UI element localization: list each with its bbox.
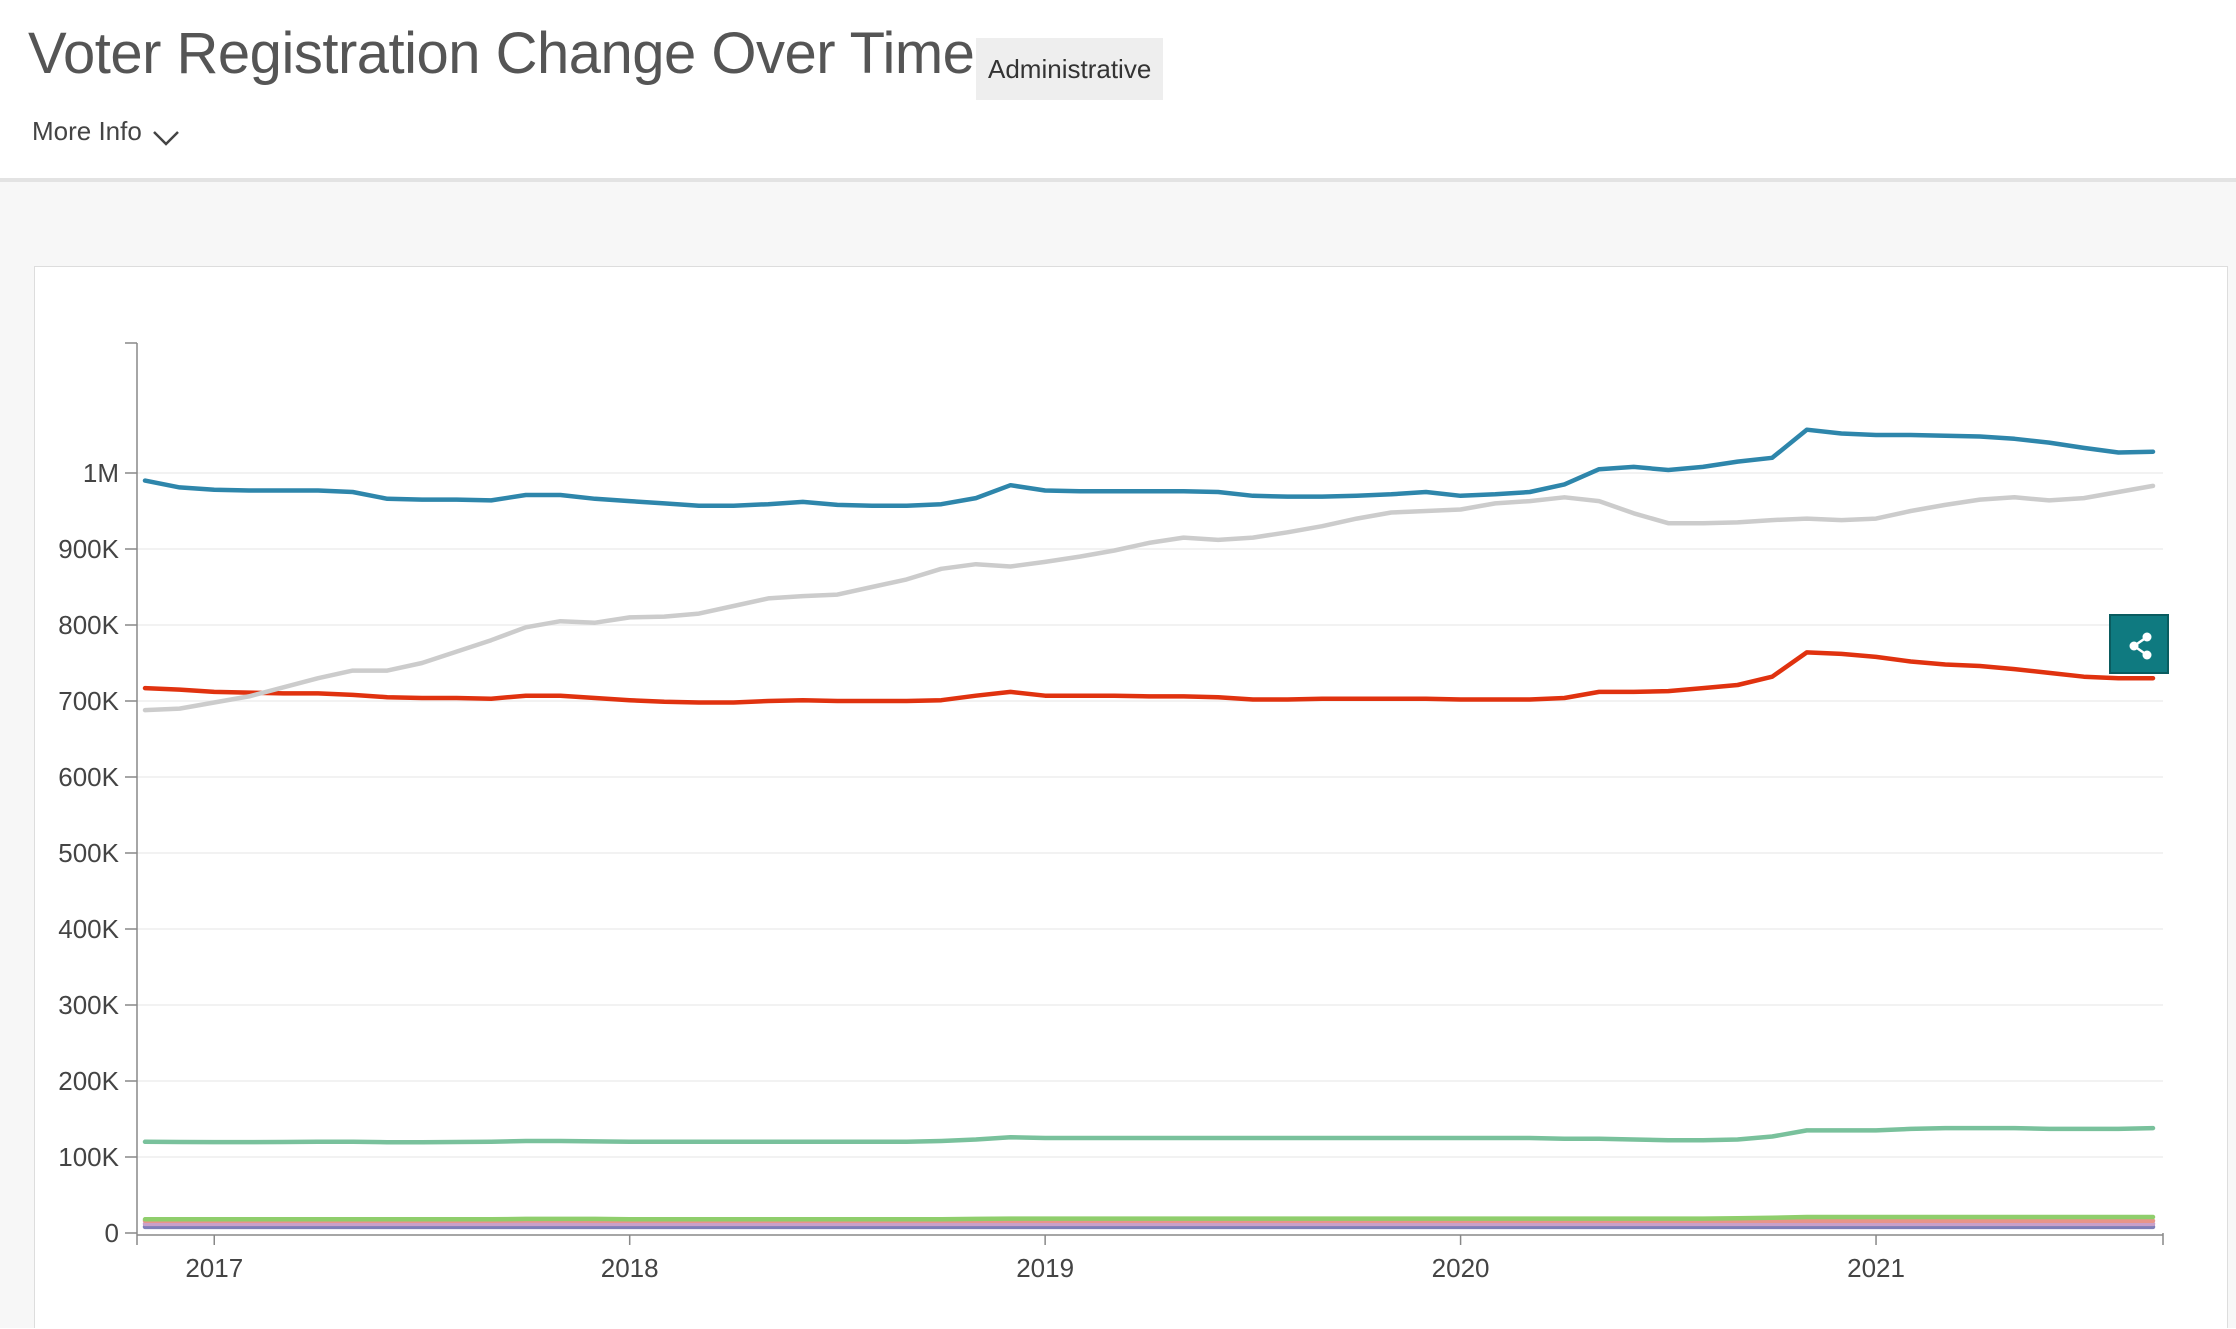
series-line-3: [145, 652, 2153, 702]
y-tick-label: 0: [105, 1218, 119, 1248]
chart-card: 0 100K 200K 300K 400K 500K 600K 700K 800K 900K 1M 2…: [34, 266, 2228, 1328]
series-line-1: [145, 430, 2153, 506]
chart-area: 0 100K 200K 300K 400K 500K 600K 700K 800K 900K 1M 2…: [0, 182, 2236, 1328]
y-tick-label: 300K: [58, 990, 119, 1020]
y-tick-label: 400K: [58, 914, 119, 944]
line-chart: 0 100K 200K 300K 400K 500K 600K 700K 800K 900K 1M 2…: [35, 267, 2227, 1329]
y-tick-label: 600K: [58, 762, 119, 792]
page-title: Voter Registration Change Over Time: [28, 20, 974, 87]
x-tick-label: 2019: [1016, 1253, 1074, 1283]
y-tick-label: 700K: [58, 686, 119, 716]
y-tick-label: 500K: [58, 838, 119, 868]
share-icon: [2125, 630, 2157, 662]
x-tick-label: 2020: [1432, 1253, 1490, 1283]
x-tick-label: 2021: [1847, 1253, 1905, 1283]
y-tick-label: 900K: [58, 534, 119, 564]
page-header: Voter Registration Change Over Time Admi…: [0, 0, 2236, 182]
x-tick-label: 2017: [185, 1253, 243, 1283]
y-tick-label: 100K: [58, 1142, 119, 1172]
more-info-toggle[interactable]: More Info: [32, 116, 180, 147]
x-tick-label: 2018: [601, 1253, 659, 1283]
y-tick-label: 800K: [58, 610, 119, 640]
chevron-down-icon: [152, 123, 180, 141]
y-tick-label: 200K: [58, 1066, 119, 1096]
category-badge: Administrative: [976, 38, 1163, 100]
series-line-4: [145, 1128, 2153, 1142]
series-line-5: [145, 1217, 2153, 1219]
more-info-label: More Info: [32, 116, 142, 147]
share-button[interactable]: [2109, 614, 2169, 674]
series-line-2: [145, 486, 2153, 710]
y-tick-label: 1M: [83, 458, 119, 488]
